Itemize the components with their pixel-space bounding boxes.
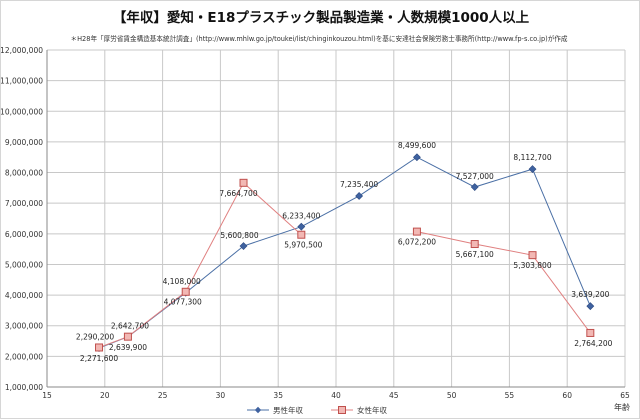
x-tick-label: 25 xyxy=(158,391,168,400)
data-label-female: 4,108,000 xyxy=(163,277,201,286)
x-tick-label: 35 xyxy=(273,391,283,400)
y-tick-label: 5,000,000 xyxy=(5,260,43,269)
y-tick-label: 7,000,000 xyxy=(5,199,43,208)
data-point-female xyxy=(528,251,537,260)
x-tick-label: 55 xyxy=(505,391,515,400)
x-tick-label: 60 xyxy=(562,391,572,400)
data-point-female xyxy=(412,227,421,236)
data-label-female: 2,764,200 xyxy=(574,339,612,348)
y-tick-label: 12,000,000 xyxy=(1,46,43,55)
data-point-male xyxy=(528,165,537,174)
data-point-male xyxy=(586,302,595,311)
chart-subtitle: ＊H28年「厚労省賃金構造基本統計調査」(http://www.mhlw.go.… xyxy=(71,34,568,43)
y-tick-label: 11,000,000 xyxy=(1,77,43,86)
x-tick-label: 15 xyxy=(42,391,52,400)
data-label-female: 2,642,700 xyxy=(111,322,149,331)
data-label-male: 8,499,600 xyxy=(398,141,436,150)
data-label-male: 8,112,700 xyxy=(513,153,551,162)
data-point-female xyxy=(123,332,132,341)
legend-label-male: 男性年収 xyxy=(273,405,303,415)
y-tick-label: 8,000,000 xyxy=(5,169,43,178)
data-point-female xyxy=(181,287,190,296)
x-tick-label: 40 xyxy=(331,391,341,400)
data-point-female xyxy=(470,240,479,249)
data-point-female xyxy=(297,230,306,239)
y-tick-label: 4,000,000 xyxy=(5,291,43,300)
legend-marker-female xyxy=(338,406,346,414)
data-point-male xyxy=(355,192,364,200)
y-tick-label: 2,000,000 xyxy=(5,352,43,361)
data-label-male: 5,600,800 xyxy=(220,231,258,240)
y-tick-label: 1,000,000 xyxy=(5,383,43,392)
x-tick-label: 30 xyxy=(216,391,226,400)
data-label-female: 5,970,500 xyxy=(284,241,322,250)
data-point-female xyxy=(95,343,104,352)
chart-title: 【年収】愛知・E18プラスチック製品製造業・人数規模1000人以上 xyxy=(113,9,530,26)
data-point-male xyxy=(239,242,248,250)
data-label-male: 7,235,400 xyxy=(340,180,378,189)
data-label-female: 6,072,200 xyxy=(398,238,436,247)
data-point-female xyxy=(586,328,595,337)
data-point-male xyxy=(470,183,479,191)
y-tick-label: 6,000,000 xyxy=(5,230,43,239)
data-label-male: 3,639,200 xyxy=(571,290,609,299)
x-axis-label: 年齢 xyxy=(614,402,630,412)
y-tick-label: 9,000,000 xyxy=(5,138,43,147)
x-tick-label: 65 xyxy=(620,391,630,400)
data-point-male xyxy=(412,153,421,162)
data-point-male xyxy=(297,222,306,231)
series-line-1 xyxy=(416,231,591,334)
data-label-female: 7,664,700 xyxy=(219,189,257,198)
data-label-female: 5,667,100 xyxy=(456,250,494,259)
data-label-male: 7,527,000 xyxy=(456,172,494,181)
data-label-male: 2,639,900 xyxy=(109,343,147,352)
data-label-female: 2,290,200 xyxy=(76,332,114,341)
data-label-male: 4,077,300 xyxy=(164,298,202,307)
legend-label-female: 女性年収 xyxy=(357,405,387,415)
data-label-male: 2,271,600 xyxy=(80,354,118,363)
x-tick-label: 50 xyxy=(447,391,457,400)
data-label-male: 6,233,400 xyxy=(282,212,320,221)
y-tick-label: 3,000,000 xyxy=(5,322,43,331)
x-tick-label: 45 xyxy=(389,391,399,400)
y-tick-label: 10,000,000 xyxy=(1,107,43,116)
data-point-female xyxy=(239,178,248,187)
data-label-female: 5,303,800 xyxy=(513,261,551,270)
x-tick-label: 20 xyxy=(100,391,110,400)
legend-marker-male xyxy=(254,406,262,414)
